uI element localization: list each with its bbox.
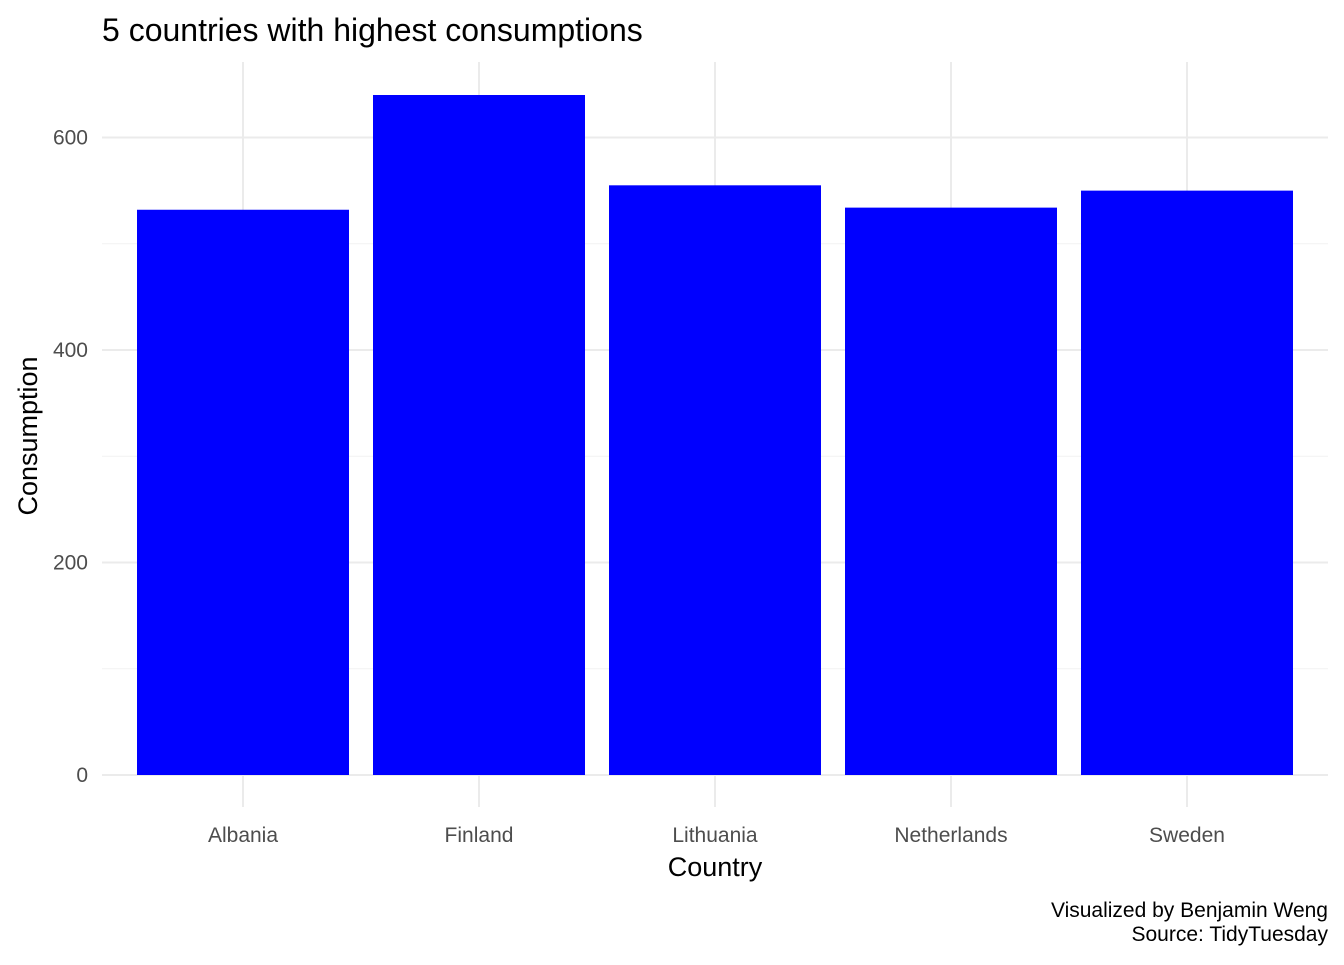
y-tick-label: 600 — [53, 127, 88, 150]
caption-credit: Visualized by Benjamin Weng — [1051, 899, 1328, 922]
x-tick-label: Netherlands — [894, 824, 1007, 847]
x-axis-title: Country — [668, 852, 763, 882]
bar-albania — [137, 209, 349, 775]
x-tick-label: Lithuania — [672, 824, 758, 847]
y-tick-label: 200 — [53, 552, 88, 575]
x-tick-label: Albania — [208, 824, 278, 847]
y-axis-title: Consumption — [13, 356, 43, 515]
bar-netherlands — [845, 207, 1057, 775]
bar-sweden — [1081, 190, 1293, 775]
y-tick-label: 400 — [53, 339, 88, 362]
bar-lithuania — [609, 185, 821, 775]
x-axis-ticks: Albania Finland Lithuania Netherlands Sweden — [208, 824, 1225, 847]
chart-title: 5 countries with highest consumptions — [102, 12, 643, 48]
bar-finland — [373, 95, 585, 775]
x-tick-label: Finland — [445, 824, 514, 847]
y-tick-label: 0 — [76, 764, 88, 787]
x-tick-label: Sweden — [1149, 824, 1225, 847]
caption-source: Source: TidyTuesday — [1132, 923, 1329, 946]
bars — [137, 95, 1293, 775]
y-axis-ticks: 0 200 400 600 — [53, 127, 88, 788]
